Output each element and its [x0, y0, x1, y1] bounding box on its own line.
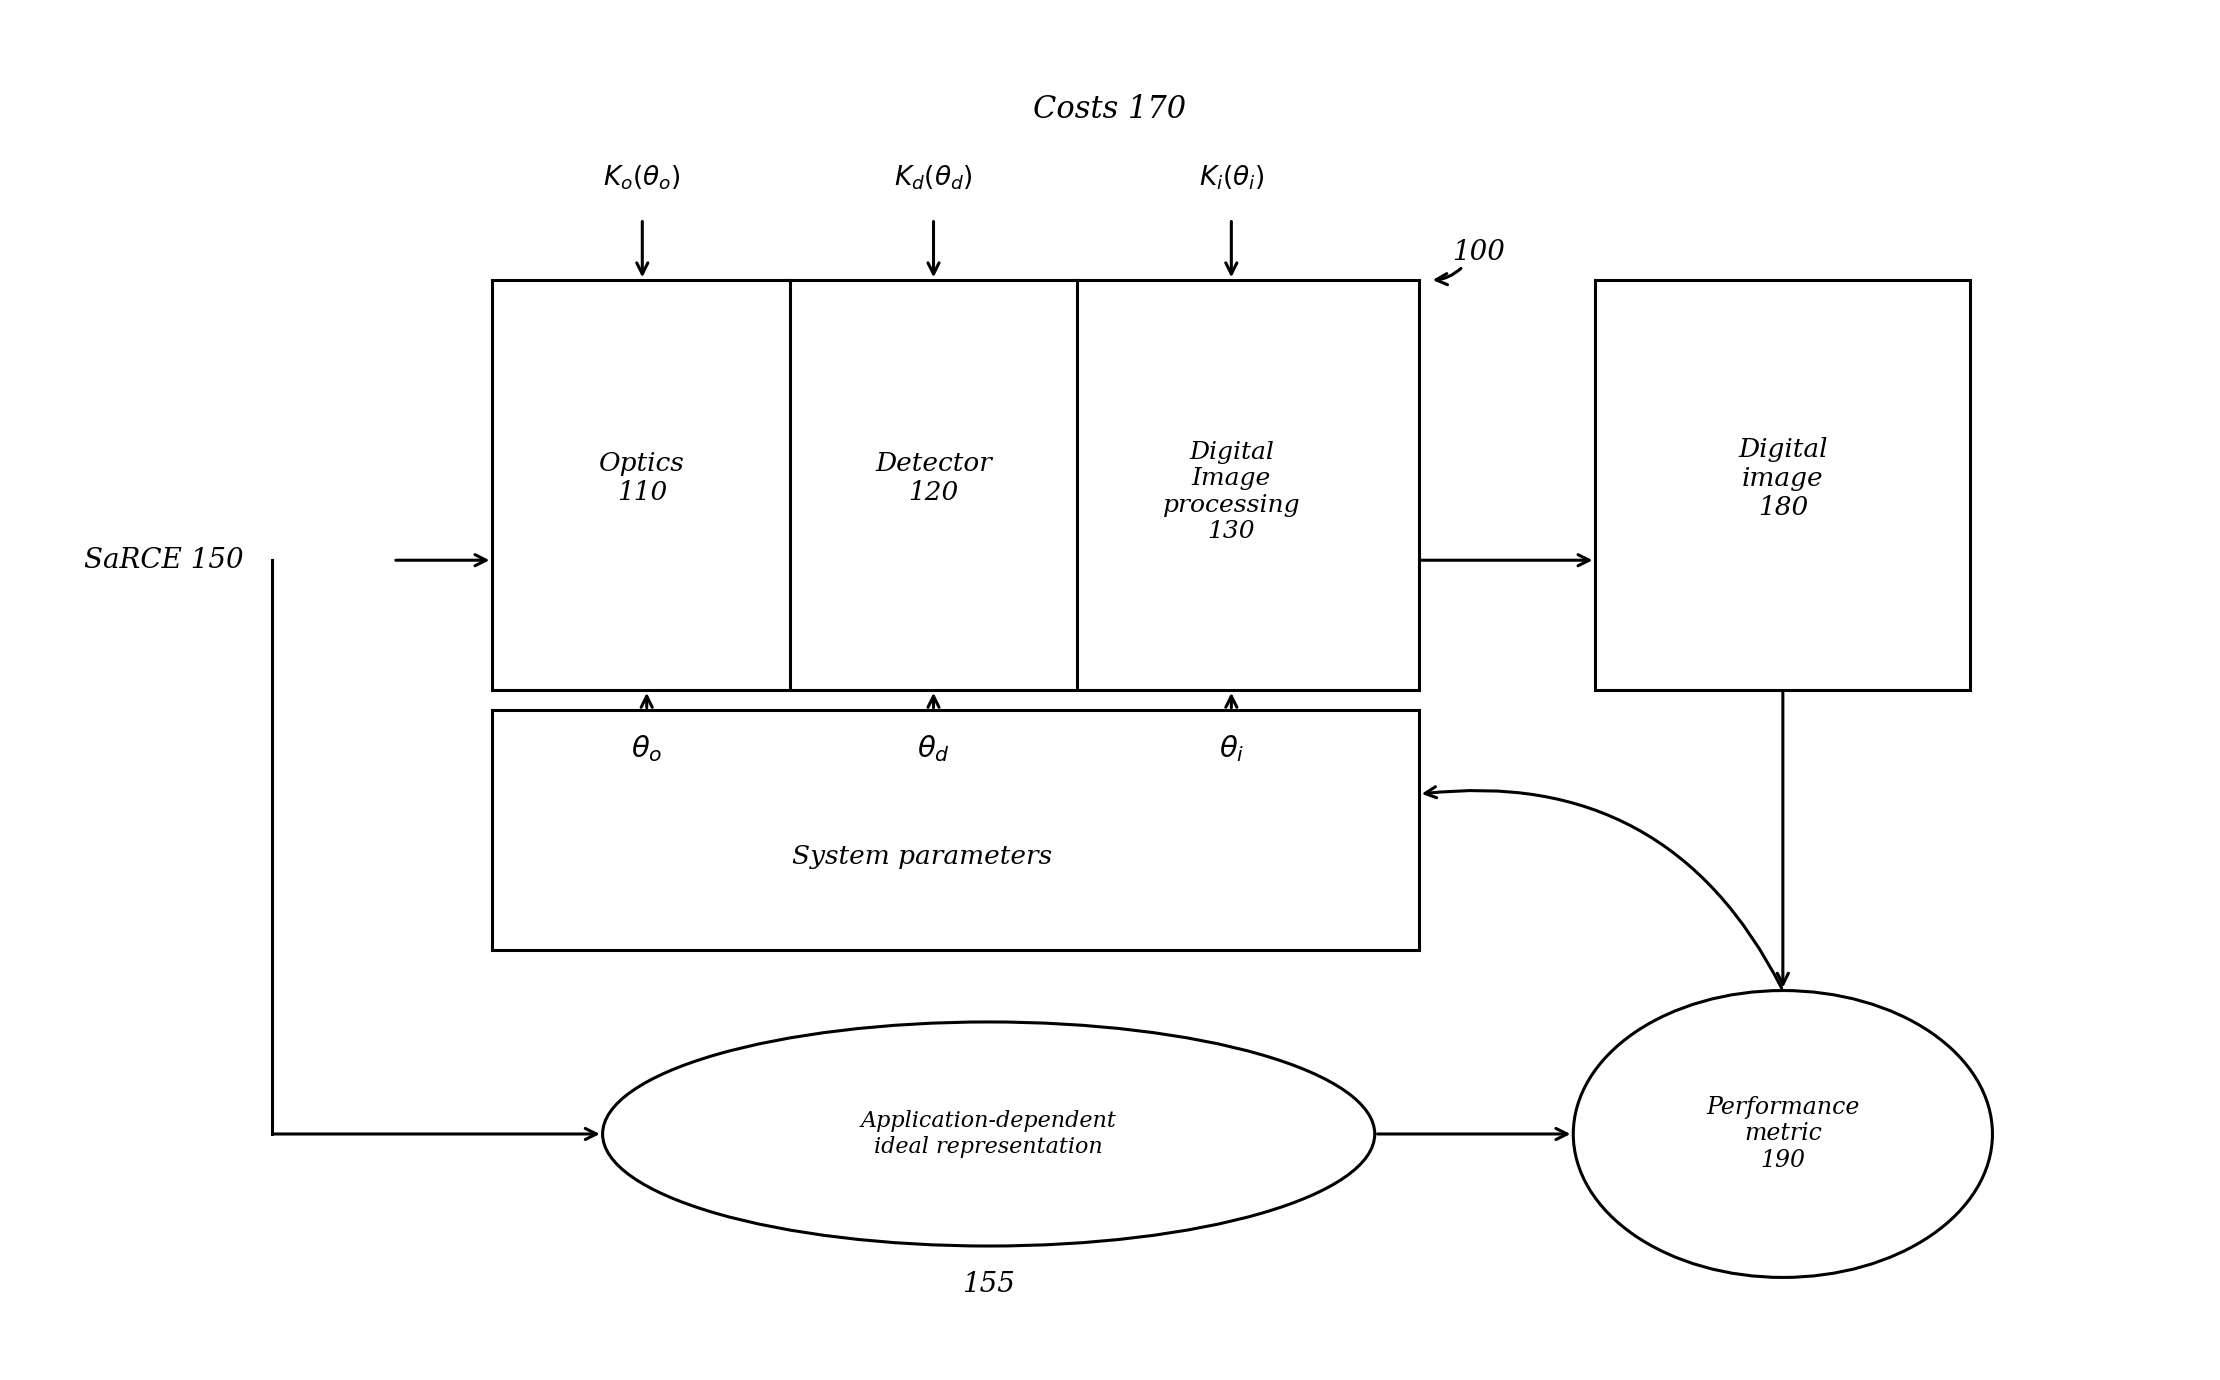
Text: Performance
metric
190: Performance metric 190	[1707, 1096, 1860, 1172]
Ellipse shape	[602, 1023, 1374, 1246]
Text: Detector
120: Detector 120	[875, 451, 992, 505]
Text: 100: 100	[1452, 239, 1505, 266]
Text: $K_o(\theta_o)$: $K_o(\theta_o)$	[604, 163, 682, 192]
Text: Costs 170: Costs 170	[1035, 94, 1185, 126]
Ellipse shape	[1574, 991, 1991, 1278]
FancyBboxPatch shape	[493, 280, 1419, 690]
Text: $\theta_o$: $\theta_o$	[630, 733, 662, 765]
Text: Application-dependent
ideal representation: Application-dependent ideal representati…	[861, 1111, 1117, 1158]
Text: $\theta_d$: $\theta_d$	[917, 733, 950, 765]
Text: SaRCE 150: SaRCE 150	[84, 546, 244, 574]
Text: Digital
image
180: Digital image 180	[1738, 436, 1827, 520]
Text: 155: 155	[961, 1271, 1015, 1297]
Text: $K_d(\theta_d)$: $K_d(\theta_d)$	[895, 163, 972, 192]
Text: System parameters: System parameters	[793, 845, 1052, 869]
Text: $\theta_i$: $\theta_i$	[1219, 733, 1243, 765]
FancyBboxPatch shape	[493, 711, 1419, 949]
Text: Digital
Image
processing
130: Digital Image processing 130	[1163, 440, 1301, 544]
FancyBboxPatch shape	[1596, 280, 1971, 690]
Text: $K_i(\theta_i)$: $K_i(\theta_i)$	[1199, 163, 1263, 192]
Text: Optics
110: Optics 110	[599, 451, 686, 505]
